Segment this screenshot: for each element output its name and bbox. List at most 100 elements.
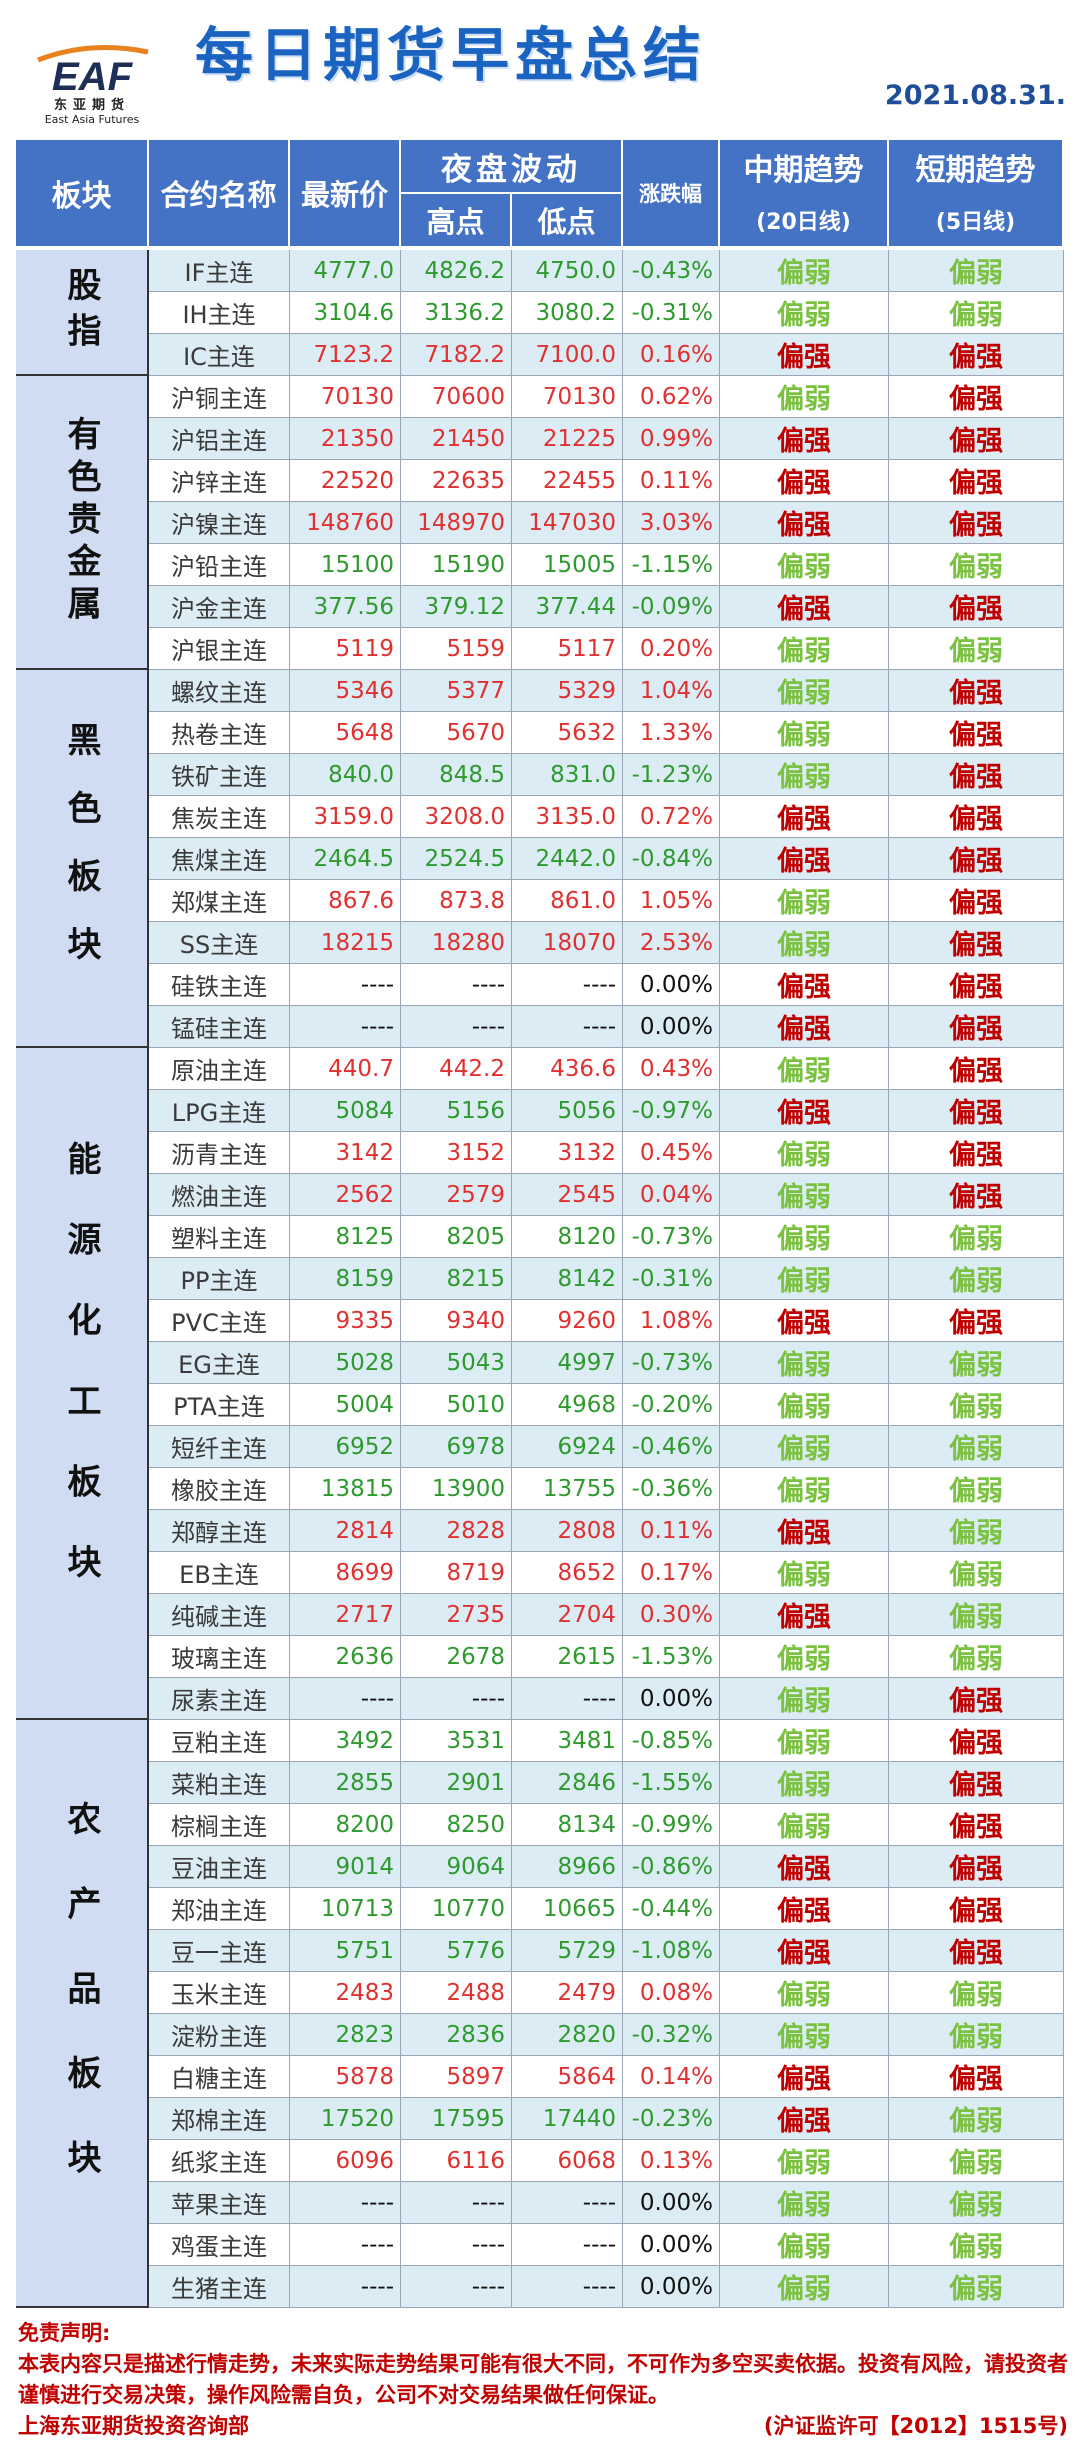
contract-name: IH主连: [149, 292, 290, 334]
contract-name: 塑料主连: [149, 1216, 290, 1258]
contract-name: 原油主连: [149, 1048, 290, 1090]
contract-name: 焦炭主连: [149, 796, 290, 838]
price: 5670: [401, 712, 512, 754]
trend: 偏弱: [889, 292, 1064, 334]
header-cell: 夜盘波动: [401, 140, 623, 194]
price: 2615: [512, 1636, 623, 1678]
price: 10665: [512, 1888, 623, 1930]
header-cell: 高点: [401, 194, 512, 248]
trend: 偏弱: [889, 2182, 1064, 2224]
trend: 偏弱: [720, 1972, 889, 2014]
trend: 偏强: [889, 1762, 1064, 1804]
trend: 偏弱: [720, 922, 889, 964]
price: 2524.5: [401, 838, 512, 880]
header-cell: 低点: [512, 194, 623, 248]
change-pct: 0.00%: [623, 2266, 720, 2308]
price: 21350: [290, 418, 401, 460]
change-pct: 0.30%: [623, 1594, 720, 1636]
price: 3152: [401, 1132, 512, 1174]
company-en: East Asia Futures: [45, 113, 140, 125]
price: 2464.5: [290, 838, 401, 880]
contract-name: PTA主连: [149, 1384, 290, 1426]
price: ----: [401, 2182, 512, 2224]
price: 70600: [401, 376, 512, 418]
sector-cell: 农产品板块: [16, 1720, 149, 2308]
price: 15190: [401, 544, 512, 586]
price: 6096: [290, 2140, 401, 2182]
contract-name: 玻璃主连: [149, 1636, 290, 1678]
footer-bottom: 上海东亚期货投资咨询部 (沪证监许可【2012】1515号): [18, 2411, 1068, 2442]
price: 873.8: [401, 880, 512, 922]
price: 5377: [401, 670, 512, 712]
trend: 偏强: [889, 1678, 1064, 1720]
price: 4826.2: [401, 250, 512, 292]
contract-name: 白糖主连: [149, 2056, 290, 2098]
trend: 偏强: [889, 1132, 1064, 1174]
price: 8215: [401, 1258, 512, 1300]
price: 8120: [512, 1216, 623, 1258]
trend: 偏弱: [889, 1636, 1064, 1678]
price: 22520: [290, 460, 401, 502]
price: ----: [401, 2266, 512, 2308]
price: 2479: [512, 1972, 623, 2014]
price: 442.2: [401, 1048, 512, 1090]
price: 4968: [512, 1384, 623, 1426]
disclaimer-text: 本表内容只是描述行情走势，未来实际走势结果可能有很大不同，不可作为多空买卖依据。…: [18, 2352, 1068, 2407]
price: 8250: [401, 1804, 512, 1846]
price: 5729: [512, 1930, 623, 1972]
header-cell: 短期趋势: [889, 140, 1064, 194]
price: 13900: [401, 1468, 512, 1510]
price: 6116: [401, 2140, 512, 2182]
price: 17595: [401, 2098, 512, 2140]
trend: 偏强: [889, 712, 1064, 754]
contract-name: 郑醇主连: [149, 1510, 290, 1552]
trend: 偏强: [889, 796, 1064, 838]
price: ----: [512, 964, 623, 1006]
change-pct: -0.44%: [623, 1888, 720, 1930]
price: 4997: [512, 1342, 623, 1384]
contract-name: 淀粉主连: [149, 2014, 290, 2056]
price: 8159: [290, 1258, 401, 1300]
price: 9260: [512, 1300, 623, 1342]
contract-name: 橡胶主连: [149, 1468, 290, 1510]
price: ----: [512, 2266, 623, 2308]
change-pct: 0.00%: [623, 1678, 720, 1720]
change-pct: 0.20%: [623, 628, 720, 670]
price: ----: [290, 2224, 401, 2266]
price: 17520: [290, 2098, 401, 2140]
trend: 偏强: [889, 1720, 1064, 1762]
trend: 偏强: [720, 1594, 889, 1636]
price: 8966: [512, 1846, 623, 1888]
header-cell: 最新价: [290, 140, 401, 248]
trend: 偏强: [889, 334, 1064, 376]
price: 8699: [290, 1552, 401, 1594]
price: 848.5: [401, 754, 512, 796]
trend: 偏强: [720, 1006, 889, 1048]
price: 4777.0: [290, 250, 401, 292]
trend: 偏强: [889, 502, 1064, 544]
price: 9340: [401, 1300, 512, 1342]
trend: 偏弱: [889, 1594, 1064, 1636]
price: 867.6: [290, 880, 401, 922]
price: 15100: [290, 544, 401, 586]
trend: 偏弱: [720, 712, 889, 754]
change-pct: -0.43%: [623, 250, 720, 292]
trend: 偏弱: [720, 2266, 889, 2308]
trend: 偏强: [720, 2056, 889, 2098]
change-pct: 0.99%: [623, 418, 720, 460]
contract-name: 沪银主连: [149, 628, 290, 670]
contract-name: 生猪主连: [149, 2266, 290, 2308]
trend: 偏弱: [720, 880, 889, 922]
change-pct: -0.73%: [623, 1216, 720, 1258]
trend: 偏弱: [889, 1426, 1064, 1468]
change-pct: 0.62%: [623, 376, 720, 418]
change-pct: -1.08%: [623, 1930, 720, 1972]
contract-name: SS主连: [149, 922, 290, 964]
trend: 偏弱: [720, 1468, 889, 1510]
trend: 偏强: [889, 670, 1064, 712]
logo-text: EAF: [52, 55, 134, 99]
contract-name: 沪锌主连: [149, 460, 290, 502]
price: 3159.0: [290, 796, 401, 838]
price: 2808: [512, 1510, 623, 1552]
trend: 偏强: [889, 880, 1064, 922]
